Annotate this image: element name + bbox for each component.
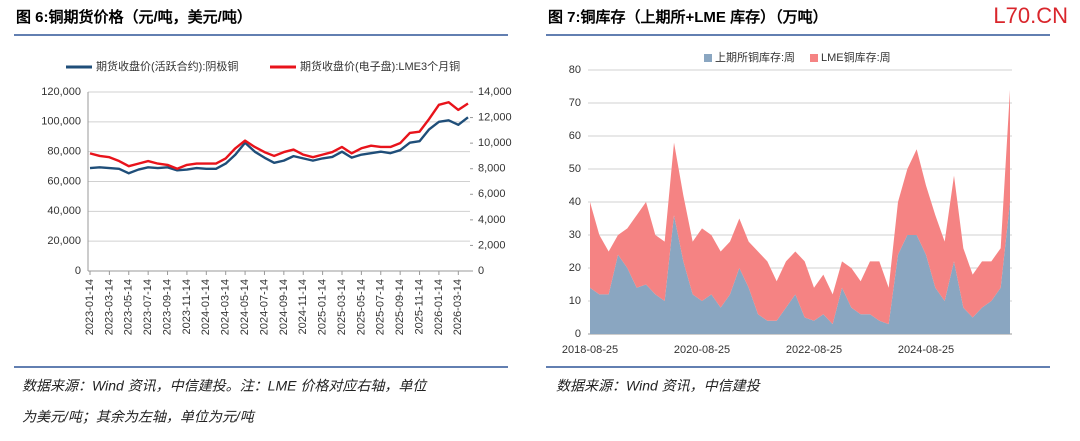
area-series (590, 202, 1010, 334)
x-tick-label: 2026-01-14 (433, 279, 445, 335)
line-series (89, 116, 469, 175)
x-tick-label: 2025-07-14 (375, 279, 387, 335)
x-tick-label: 2025-05-14 (355, 279, 367, 335)
y2-tick-label: 6,000 (478, 188, 506, 200)
y-tick-label: 10 (569, 295, 581, 307)
x-tick-label: 2024-03-14 (220, 279, 232, 335)
legend-label: 期货收盘价(活跃合约):阴极铜 (96, 59, 238, 73)
x-tick-label: 2020-08-25 (674, 344, 730, 356)
y-tick-label: 0 (575, 328, 581, 340)
y2-tick-label: 14,000 (478, 86, 512, 98)
source-note: 数据来源：Wind 资讯，中信建投 (556, 378, 762, 394)
y2-tick-label: 10,000 (478, 137, 512, 149)
source-note: 数据来源：Wind 资讯，中信建投。注：LME 价格对应右轴，单位 (22, 378, 428, 394)
y-tick-label: 100,000 (41, 116, 81, 128)
x-tick-label: 2026-03-14 (452, 279, 464, 335)
y-tick-label: 80,000 (47, 146, 81, 158)
y2-tick-label: 0 (478, 265, 484, 277)
x-tick-label: 2024-01-14 (200, 279, 212, 335)
y-tick-label: 30 (569, 229, 581, 241)
x-tick-label: 2024-11-14 (297, 279, 309, 334)
x-tick-label: 2025-01-14 (317, 279, 329, 335)
y2-tick-label: 12,000 (478, 111, 512, 123)
y-tick-label: 120,000 (41, 86, 81, 98)
y2-tick-label: 2,000 (478, 239, 506, 251)
legend-swatch (810, 54, 818, 62)
legend-swatch (704, 54, 712, 62)
x-tick-label: 2018-08-25 (562, 344, 618, 356)
x-tick-label: 2025-11-14 (413, 279, 425, 334)
y-tick-label: 20 (569, 262, 581, 274)
y-tick-label: 60 (569, 130, 581, 142)
line-series (89, 101, 469, 170)
y2-tick-label: 8,000 (478, 163, 506, 175)
x-tick-label: 2023-03-14 (103, 279, 115, 335)
watermark: L70.CN (993, 3, 1068, 28)
x-tick-label: 2023-09-14 (161, 279, 173, 335)
x-tick-label: 2024-07-14 (258, 279, 270, 335)
y-tick-label: 60,000 (47, 175, 81, 187)
legend-label: 上期所铜库存:周 (715, 50, 795, 64)
chart-title: 图 6:铜期货价格（元/吨，美元/吨） (16, 8, 252, 26)
x-tick-label: 2024-08-25 (898, 344, 954, 356)
y-tick-label: 70 (569, 97, 581, 109)
y-tick-label: 40,000 (47, 205, 81, 217)
x-tick-label: 2025-09-14 (394, 279, 406, 335)
source-note: 为美元/吨；其余为左轴，单位为元/吨 (22, 409, 256, 425)
area-series (590, 89, 1010, 325)
y-tick-label: 0 (75, 265, 81, 277)
chart-title: 图 7:铜库存（上期所+LME 库存）（万吨） (548, 8, 828, 26)
y2-tick-label: 4,000 (478, 214, 506, 226)
x-tick-label: 2025-03-14 (336, 279, 348, 335)
legend-label: 期货收盘价(电子盘):LME3个月铜 (300, 59, 460, 73)
x-tick-label: 2023-05-14 (123, 279, 135, 335)
x-tick-label: 2023-07-14 (142, 279, 154, 335)
y-tick-label: 20,000 (47, 235, 81, 247)
x-tick-label: 2024-05-14 (239, 279, 251, 335)
x-tick-label: 2024-09-14 (278, 279, 290, 335)
y-tick-label: 50 (569, 163, 581, 175)
y-tick-label: 40 (569, 196, 581, 208)
x-tick-label: 2023-11-14 (181, 279, 193, 334)
y-tick-label: 80 (569, 64, 581, 76)
x-tick-label: 2022-08-25 (786, 344, 842, 356)
x-tick-label: 2023-01-14 (84, 279, 96, 335)
legend-label: LME铜库存:周 (821, 50, 891, 64)
